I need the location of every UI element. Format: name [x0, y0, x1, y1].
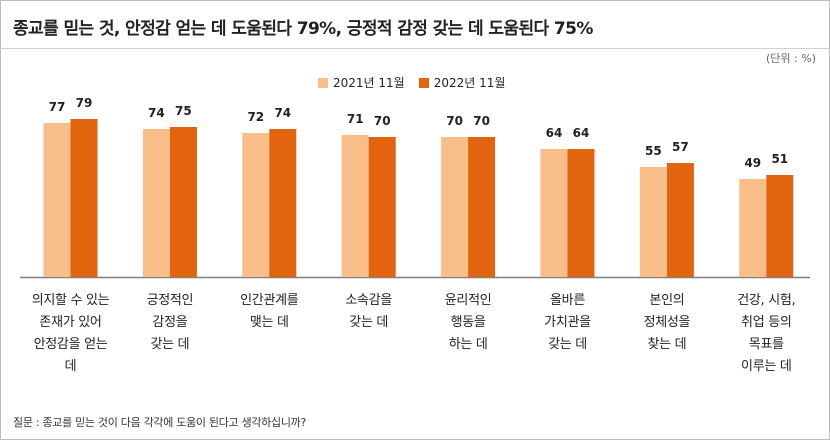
category-label-7-line-2: 목표를 — [749, 337, 784, 352]
bar-2021-3 — [341, 135, 369, 277]
category-label-0-line-0: 의지할 수 있는 — [32, 293, 110, 308]
bar-2022-6 — [666, 163, 694, 277]
bar-2022-4 — [468, 137, 496, 277]
data-label-2021-0: 77 — [49, 100, 66, 114]
category-label-5-line-0: 올바른 — [550, 293, 585, 308]
bar-2022-7 — [766, 175, 794, 277]
data-label-2021-2: 72 — [247, 110, 264, 124]
legend: 2021년 11월 2022년 11월 — [318, 74, 505, 91]
bar-2021-4 — [441, 137, 469, 277]
survey-question-note: 질문 : 종교를 믿는 것이 다음 각각에 도움이 된다고 생각하십니까? — [13, 416, 307, 429]
category-label-2-line-0: 인간관계를 — [240, 293, 299, 308]
bar-2022-2 — [269, 129, 297, 277]
data-label-2021-1: 74 — [148, 106, 165, 120]
legend-swatch-2021 — [318, 77, 328, 88]
data-label-2021-6: 55 — [645, 144, 662, 158]
bar-2022-1 — [169, 127, 197, 277]
legend-item-2021: 2021년 11월 — [318, 74, 405, 91]
category-label-4-line-1: 행동을 — [451, 314, 486, 330]
data-label-2022-0: 79 — [76, 96, 93, 110]
bar-2022-3 — [368, 137, 396, 277]
data-label-2022-3: 70 — [374, 114, 391, 128]
chart-title: 종교를 믿는 것, 안정감 얻는 데 도움된다 79%, 긍정적 감정 갖는 데… — [13, 19, 593, 39]
bar-2022-5 — [567, 149, 595, 277]
category-label-0-line-2: 안정감을 얻는 — [34, 337, 108, 352]
legend-item-2022: 2022년 11월 — [418, 74, 506, 91]
category-label-1-line-0: 긍정적인 — [147, 293, 194, 308]
category-label-1-line-1: 감정을 — [152, 315, 187, 330]
data-label-2022-5: 64 — [573, 126, 590, 140]
category-label-6-line-0: 본인의 — [649, 293, 684, 308]
bar-2021-1 — [142, 129, 170, 277]
data-label-2022-7: 51 — [771, 152, 788, 166]
category-label-2-line-1: 맺는 데 — [250, 315, 289, 330]
data-label-2021-5: 64 — [546, 126, 563, 140]
data-label-2021-3: 71 — [347, 112, 364, 126]
data-label-2021-7: 49 — [744, 156, 761, 170]
category-label-4-line-0: 윤리적인 — [445, 293, 492, 308]
legend-label-2021: 2021년 11월 — [333, 76, 405, 90]
data-label-2021-4: 70 — [446, 114, 463, 128]
category-label-5-line-2: 갖는 데 — [548, 337, 587, 352]
category-label-7-line-0: 건강, 시험, — [737, 293, 795, 308]
bar-2021-7 — [739, 179, 767, 277]
bar-2021-6 — [639, 167, 667, 277]
category-label-7-line-1: 취업 등의 — [741, 315, 791, 330]
data-label-2022-1: 75 — [175, 104, 192, 118]
category-label-5-line-1: 가치관을 — [544, 315, 591, 330]
data-label-2022-6: 57 — [672, 140, 689, 154]
bar-2021-0 — [43, 123, 71, 277]
data-label-2022-4: 70 — [473, 114, 490, 128]
bar-2021-5 — [540, 149, 568, 277]
category-label-1-line-2: 갖는 데 — [150, 337, 189, 352]
category-label-6-line-2: 찾는 데 — [647, 337, 686, 352]
legend-label-2022: 2022년 11월 — [433, 76, 506, 90]
category-label-4-line-2: 하는 데 — [449, 337, 488, 352]
bar-2021-2 — [242, 133, 270, 277]
data-label-2022-2: 74 — [274, 106, 291, 120]
category-label-7-line-3: 이루는 데 — [741, 359, 791, 374]
title-divider — [0, 48, 830, 49]
bar-2022-0 — [70, 119, 98, 277]
category-label-0-line-1: 존재가 있어 — [39, 315, 101, 330]
category-label-3-line-1: 갖는 데 — [349, 315, 388, 330]
legend-swatch-2022 — [418, 77, 429, 88]
category-label-0-line-3: 데 — [65, 359, 77, 374]
unit-label: (단위 : %) — [766, 52, 816, 65]
category-label-3-line-0: 소속감을 — [345, 293, 392, 308]
category-label-6-line-1: 정체성을 — [644, 315, 691, 330]
